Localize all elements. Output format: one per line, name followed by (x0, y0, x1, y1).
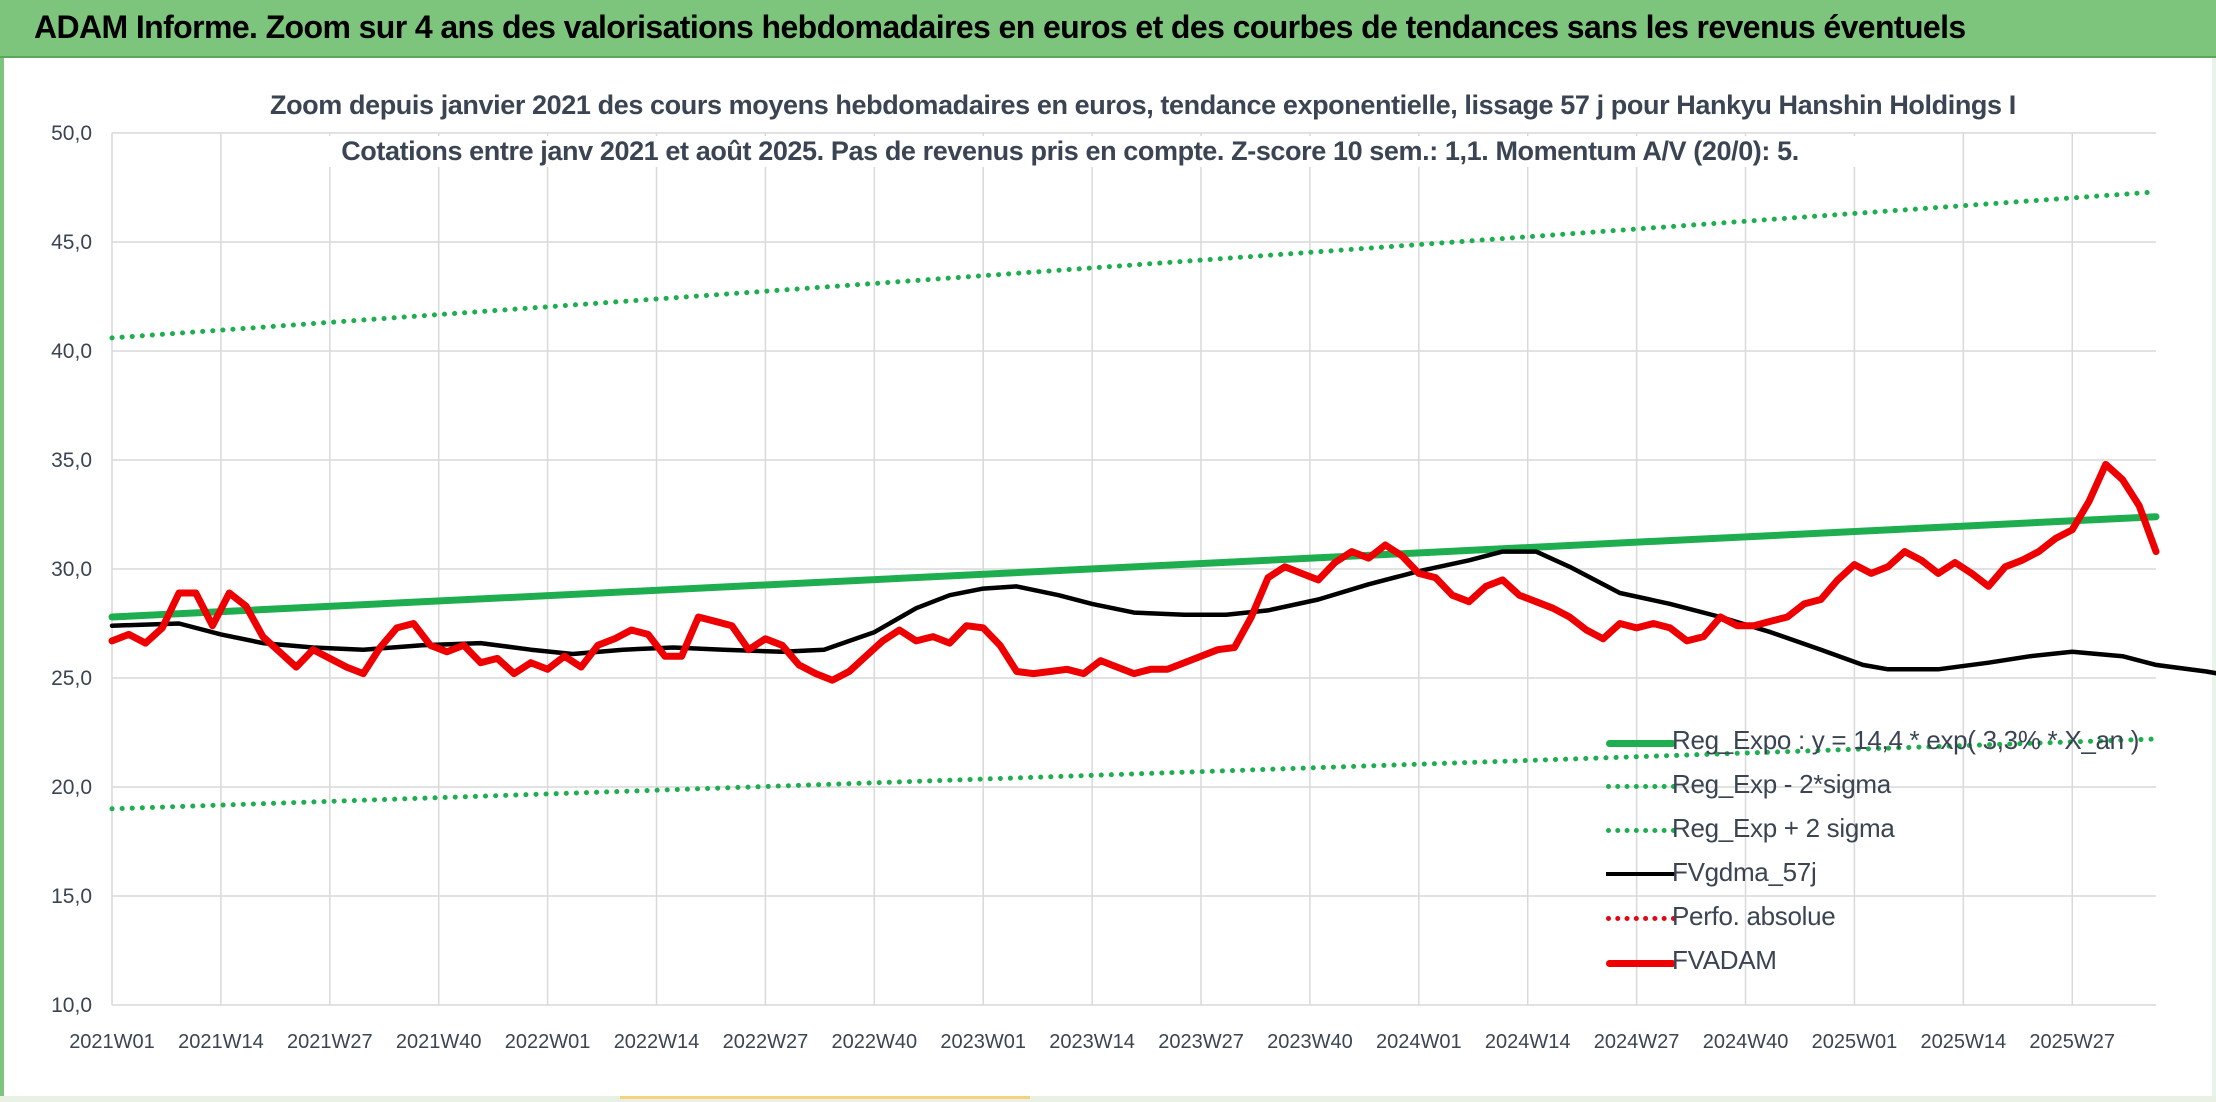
y-tick-label: 25,0 (51, 667, 92, 690)
legend-label-reg-exp-plus: Reg_Exp + 2 sigma (1672, 813, 1895, 843)
legend-label-reg-exp-minus: Reg_Exp - 2*sigma (1672, 769, 1891, 799)
y-tick-label: 15,0 (51, 885, 92, 908)
legend-swatch-reg-exp-plus (1606, 828, 1676, 833)
legend-label-reg-expo: Reg_Expo : y = 14,4 * exp( 3,3% * X_an ) (1672, 725, 2140, 755)
legend-item-fvadam: FVADAM (1600, 940, 2200, 984)
x-tick-label: 2024W40 (1703, 1031, 1789, 1053)
x-tick-label: 2022W14 (614, 1031, 700, 1053)
legend-swatch-reg-expo (1606, 740, 1676, 747)
x-tick-label: 2021W40 (396, 1031, 482, 1053)
legend-item-perfo: Perfo. absolue (1600, 896, 2200, 940)
y-tick-label: 10,0 (51, 994, 92, 1017)
y-tick-label: 40,0 (51, 340, 92, 363)
legend-swatch-perfo (1606, 916, 1676, 921)
legend-item-reg-exp-plus: Reg_Exp + 2 sigma (1600, 808, 2200, 852)
x-tick-label: 2023W14 (1049, 1031, 1135, 1053)
series-reg-exp-plus-2sigma (109, 189, 2159, 341)
x-tick-label: 2021W14 (178, 1031, 264, 1053)
x-tick-label: 2024W27 (1594, 1031, 1680, 1053)
x-tick-label: 2024W01 (1376, 1031, 1462, 1053)
series-reg-exp-minus-2sigma (109, 736, 2159, 812)
x-tick-label: 2021W01 (69, 1031, 155, 1053)
x-tick-label: 2022W01 (505, 1031, 591, 1053)
frame-left-border (0, 58, 4, 1102)
series-reg-expo (108, 513, 2160, 621)
chart-legend: Reg_Expo : y = 14,4 * exp( 3,3% * X_an )… (1600, 720, 2200, 984)
frame-right-border (2212, 58, 2216, 1102)
y-tick-label: 35,0 (51, 449, 92, 472)
legend-item-reg-expo: Reg_Expo : y = 14,4 * exp( 3,3% * X_an ) (1600, 720, 2200, 764)
x-tick-label: 2024W14 (1485, 1031, 1571, 1053)
chart-title: Zoom depuis janvier 2021 des cours moyen… (270, 90, 2016, 121)
legend-label-fvgdma: FVgdma_57j (1672, 857, 1817, 887)
chart-subtitle: Cotations entre janv 2021 et août 2025. … (270, 136, 1870, 167)
legend-swatch-fvgdma (1606, 872, 1676, 876)
x-tick-label: 2022W40 (831, 1031, 917, 1053)
x-tick-label: 2023W01 (940, 1031, 1026, 1053)
y-tick-label: 50,0 (51, 122, 92, 145)
x-tick-label: 2025W27 (2029, 1031, 2115, 1053)
x-tick-label: 2021W27 (287, 1031, 373, 1053)
x-tick-label: 2022W27 (723, 1031, 809, 1053)
legend-item-reg-exp-minus: Reg_Exp - 2*sigma (1600, 764, 2200, 808)
legend-item-fvgdma: FVgdma_57j (1600, 852, 2200, 896)
series-fvadam (108, 460, 2160, 684)
x-tick-label: 2023W27 (1158, 1031, 1244, 1053)
x-tick-label: 2025W14 (1921, 1031, 2007, 1053)
series-fvgdma-57j (109, 549, 2216, 676)
y-tick-label: 45,0 (51, 231, 92, 254)
y-tick-label: 20,0 (51, 776, 92, 799)
x-tick-label: 2025W01 (1812, 1031, 1898, 1053)
legend-label-perfo: Perfo. absolue (1672, 901, 1836, 931)
x-tick-label: 2023W40 (1267, 1031, 1353, 1053)
report-title: ADAM Informe. Zoom sur 4 ans des valoris… (34, 9, 1966, 45)
y-tick-label: 30,0 (51, 558, 92, 581)
legend-swatch-fvadam (1606, 960, 1676, 967)
legend-swatch-reg-exp-minus (1606, 784, 1676, 789)
report-banner: ADAM Informe. Zoom sur 4 ans des valoris… (0, 0, 2216, 58)
legend-label-fvadam: FVADAM (1672, 945, 1777, 975)
frame-bottom-border (0, 1096, 2216, 1102)
